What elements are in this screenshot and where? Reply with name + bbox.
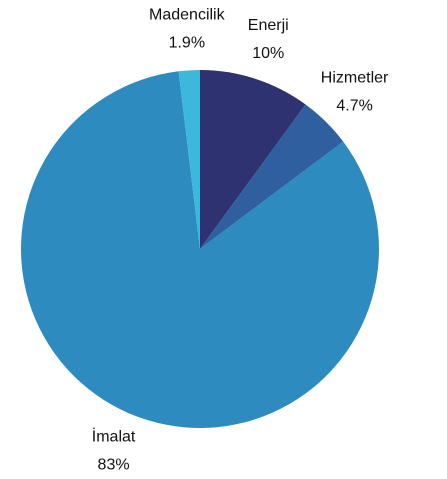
slice-label: Enerji [248,17,289,34]
slice-value-label: 4.7% [336,98,372,115]
pie-slice [200,104,344,250]
slice-value-label: 1.9% [169,35,205,52]
slice-label: Hizmetler [321,70,389,87]
slice-value-label: 10% [252,45,284,62]
slice-label: Madencilik [149,7,226,24]
pie-slice [200,70,306,249]
slice-label: İmalat [92,427,136,446]
pie-slice [178,70,200,249]
pie-slice [20,71,379,429]
slice-value-label: 83% [98,457,130,474]
